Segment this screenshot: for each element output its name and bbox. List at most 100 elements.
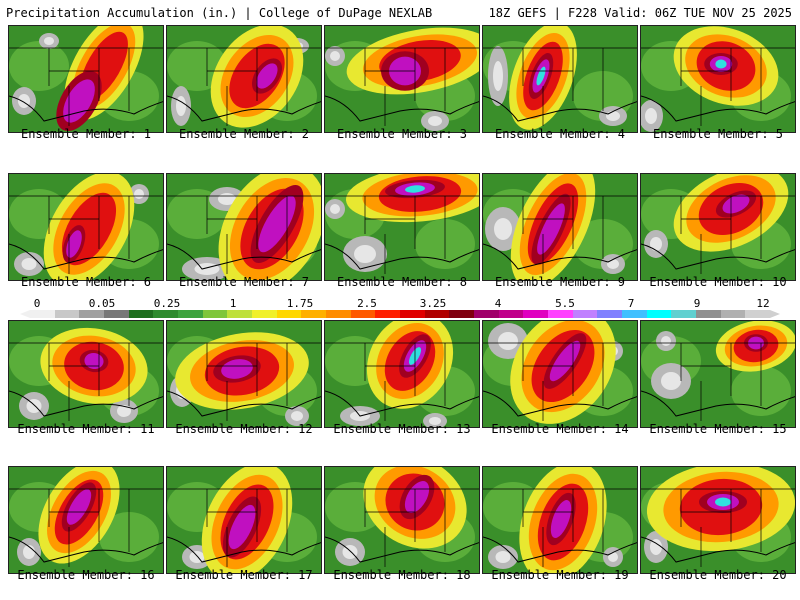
precip-map — [9, 174, 163, 280]
precip-map — [483, 26, 637, 132]
ensemble-map-panel — [640, 25, 796, 133]
panel-caption: Ensemble Member: 4 — [494, 127, 626, 141]
colorbar-tick-label: 0 — [33, 297, 41, 310]
precip-map — [483, 174, 637, 280]
colorbar-tick-label: 1 — [229, 297, 237, 310]
panel-caption: Ensemble Member: 12 — [175, 422, 313, 436]
panel-caption: Ensemble Member: 19 — [491, 568, 629, 582]
colorbar-segment — [128, 310, 154, 318]
ensemble-map-panel — [8, 466, 164, 574]
valid-time: 18Z GEFS | F228 Valid: 06Z TUE NOV 25 20… — [488, 6, 792, 20]
panel-caption: Ensemble Member: 10 — [649, 275, 787, 289]
precip-map — [483, 321, 637, 427]
colorbar-segment — [498, 310, 524, 318]
ensemble-map-panel — [166, 173, 322, 281]
colorbar-tick-label: 7 — [627, 297, 635, 310]
colorbar-segment — [79, 310, 105, 318]
colorbar-segment — [622, 310, 648, 318]
colorbar-tick-label: 1.75 — [286, 297, 314, 310]
ensemble-map-panel — [324, 320, 480, 428]
panel-caption: Ensemble Member: 15 — [649, 422, 787, 436]
precip-map — [167, 174, 321, 280]
ensemble-map-panel — [166, 25, 322, 133]
colorbar-segment — [301, 310, 327, 318]
panel-caption: Ensemble Member: 6 — [20, 275, 152, 289]
colorbar-segment — [449, 310, 475, 318]
panel-caption: Ensemble Member: 2 — [178, 127, 310, 141]
ensemble-map-panel — [324, 173, 480, 281]
colorbar-segment — [350, 310, 376, 318]
precip-map — [167, 26, 321, 132]
colorbar-tick-label: 12 — [756, 297, 770, 310]
colorbar-segment — [54, 310, 80, 318]
colorbar-segment — [523, 310, 549, 318]
ensemble-map-panel — [166, 466, 322, 574]
colorbar-segment — [326, 310, 352, 318]
colorbar-left-arrow — [20, 310, 30, 318]
colorbar-strip — [20, 310, 780, 318]
ensemble-map-panel — [482, 25, 638, 133]
ensemble-map-panel — [8, 320, 164, 428]
precip-map — [325, 26, 479, 132]
ensemble-map-panel — [8, 173, 164, 281]
precip-map — [167, 467, 321, 573]
panel-caption: Ensemble Member: 13 — [333, 422, 471, 436]
panel-caption: Ensemble Member: 9 — [494, 275, 626, 289]
colorbar-segment — [720, 310, 746, 318]
precip-map — [483, 467, 637, 573]
ensemble-map-panel — [482, 173, 638, 281]
precip-map — [641, 174, 795, 280]
precip-map — [325, 174, 479, 280]
panel-caption: Ensemble Member: 8 — [336, 275, 468, 289]
colorbar-segment — [646, 310, 672, 318]
colorbar-segment — [745, 310, 771, 318]
colorbar-segment — [400, 310, 426, 318]
colorbar-segment — [252, 310, 278, 318]
colorbar-segment — [597, 310, 623, 318]
colorbar-segment — [202, 310, 228, 318]
colorbar-segment — [548, 310, 574, 318]
panel-caption: Ensemble Member: 7 — [178, 275, 310, 289]
colorbar-tick-label: 5.5 — [555, 297, 575, 310]
ensemble-map-panel — [166, 320, 322, 428]
precip-map — [9, 467, 163, 573]
colorbar-tick-label: 2.5 — [357, 297, 377, 310]
colorbar-segment — [178, 310, 204, 318]
colorbar-segment — [424, 310, 450, 318]
ensemble-map-panel — [640, 320, 796, 428]
precip-map — [325, 321, 479, 427]
colorbar-segment — [30, 310, 56, 318]
panel-caption: Ensemble Member: 20 — [649, 568, 787, 582]
colorbar-segment — [153, 310, 179, 318]
panel-caption: Ensemble Member: 1 — [20, 127, 152, 141]
precip-map — [9, 321, 163, 427]
panel-caption: Ensemble Member: 5 — [652, 127, 784, 141]
colorbar-tick-label: 0.05 — [88, 297, 116, 310]
ensemble-map-panel — [482, 320, 638, 428]
colorbar-segment — [104, 310, 130, 318]
precip-map — [325, 467, 479, 573]
panel-caption: Ensemble Member: 16 — [17, 568, 155, 582]
ensemble-map-panel — [324, 25, 480, 133]
ensemble-map-panel — [324, 466, 480, 574]
precip-map — [167, 321, 321, 427]
colorbar-right-arrow — [770, 310, 780, 318]
colorbar-tick-label: 4 — [494, 297, 502, 310]
colorbar-segment — [696, 310, 722, 318]
panel-caption: Ensemble Member: 17 — [175, 568, 313, 582]
colorbar-segment — [671, 310, 697, 318]
colorbar-segment — [227, 310, 253, 318]
chart-title: Precipitation Accumulation (in.) | Colle… — [6, 6, 433, 20]
colorbar-tick-label: 9 — [693, 297, 701, 310]
colorbar-tick-label: 0.25 — [153, 297, 181, 310]
panel-caption: Ensemble Member: 11 — [17, 422, 155, 436]
ensemble-map-panel — [640, 173, 796, 281]
colorbar-segment — [474, 310, 500, 318]
ensemble-map-panel — [8, 25, 164, 133]
precip-map — [641, 467, 795, 573]
ensemble-map-panel — [482, 466, 638, 574]
panel-caption: Ensemble Member: 18 — [333, 568, 471, 582]
panel-caption: Ensemble Member: 3 — [336, 127, 468, 141]
colorbar-segment — [276, 310, 302, 318]
colorbar-segment — [375, 310, 401, 318]
